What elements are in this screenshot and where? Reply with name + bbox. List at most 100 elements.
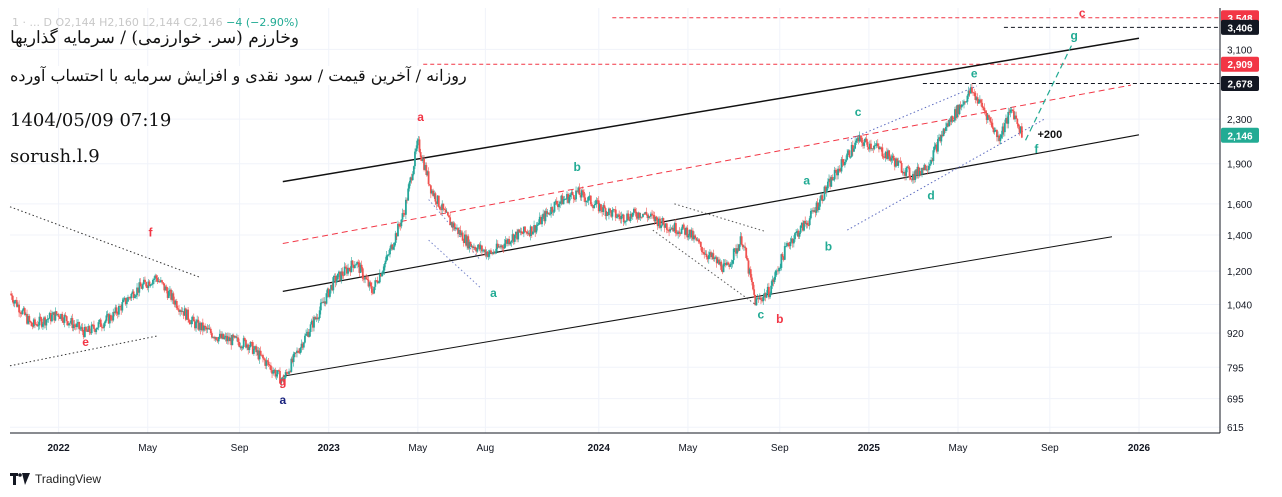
candle-body [589, 195, 592, 205]
candle-body [944, 127, 947, 131]
candle-body [594, 204, 597, 206]
candle-body [490, 250, 492, 253]
candle-body [263, 358, 265, 360]
candle-body [991, 122, 994, 128]
x-axis[interactable]: 2022 May Sep 2023 May Aug 2024 May Sep 2025 May Sep… [47, 443, 1150, 454]
candle-body [1009, 109, 1012, 113]
candle-body [982, 107, 985, 109]
candle-body [332, 277, 335, 291]
candle-body [436, 195, 439, 204]
candle-body [190, 319, 193, 325]
candle-body [871, 148, 874, 150]
candle-body [804, 220, 807, 224]
candle-body [302, 342, 305, 348]
candle-body [918, 171, 921, 175]
candle-body [416, 140, 419, 149]
candle-body [355, 264, 357, 266]
candle-body [122, 299, 125, 303]
upper-channel [282, 37, 1140, 183]
candle-body [644, 211, 647, 214]
x-tick-label: 2026 [1128, 443, 1151, 454]
candle-body [677, 231, 680, 234]
wave-label: c [855, 105, 862, 119]
candle-body [830, 177, 833, 187]
candle-body [608, 208, 610, 216]
candle-body [837, 168, 839, 176]
candle-body [370, 286, 373, 293]
candle-body [323, 301, 326, 304]
candle-body [630, 213, 633, 217]
y-axis[interactable]: 615 695 795 920 1,040 1,200 1,400 1,600 1,900 2,3… [1227, 45, 1252, 434]
candle-body [535, 225, 538, 233]
candle-body [324, 301, 327, 304]
candle-body [679, 233, 682, 234]
candle-body [1016, 118, 1019, 125]
candle-body [40, 318, 43, 327]
candle-body [277, 370, 280, 372]
candle-body [654, 216, 657, 222]
candle-body [347, 267, 349, 274]
candle-body [296, 350, 298, 354]
candle-body [905, 167, 908, 176]
candle-body [51, 314, 53, 322]
candle-body [687, 235, 690, 238]
candle-body [559, 201, 562, 204]
candle-body [703, 252, 706, 255]
candle-body [431, 190, 433, 194]
candle-body [93, 324, 95, 329]
candle-body [364, 277, 366, 280]
candle-body [994, 129, 997, 131]
candle-body [1006, 118, 1009, 124]
candle-body [570, 192, 573, 195]
candle-body [980, 99, 982, 103]
candle-body [83, 326, 86, 338]
candle-body [688, 229, 691, 236]
tradingview-logo[interactable]: TradingView [10, 472, 101, 486]
candle-body [196, 319, 199, 322]
candle-body [223, 337, 226, 339]
candle-body [952, 120, 955, 122]
candle-body [739, 236, 742, 245]
candle-body [368, 282, 371, 287]
candle-body [389, 248, 391, 255]
candle-body [394, 233, 397, 243]
candle-body [351, 260, 354, 265]
y-tick-label: 695 [1227, 395, 1244, 406]
candle-body [519, 231, 522, 233]
candle-body [524, 226, 526, 232]
wave-label: b [776, 312, 783, 326]
candle-body [611, 210, 614, 217]
candle-body [130, 293, 133, 299]
x-tick-label: 2025 [858, 443, 881, 454]
candle-body [728, 264, 731, 267]
candle-body [614, 209, 617, 218]
candle-body [206, 327, 209, 330]
candle-body [541, 216, 543, 225]
candle-body [495, 243, 498, 252]
candle-body [512, 234, 515, 242]
candle-body [224, 335, 227, 338]
price-label-bg [1221, 19, 1259, 35]
candle-body [375, 280, 378, 282]
candle-body [769, 293, 771, 298]
candle-body [485, 251, 488, 256]
candle-body [314, 317, 317, 320]
candle-body [411, 174, 414, 181]
candle-body [195, 321, 197, 329]
candle-body [603, 205, 606, 209]
candle-body [915, 170, 918, 176]
candle-body [670, 228, 673, 230]
candle-body [678, 231, 681, 234]
candle-body [470, 246, 473, 248]
candle-body [72, 324, 75, 329]
candle-body [285, 372, 288, 373]
candle-body [693, 235, 695, 240]
candle-body [516, 231, 518, 240]
candle-body [317, 318, 320, 319]
candle-body [920, 171, 922, 175]
candle-body [191, 316, 194, 320]
candle-body [468, 241, 471, 249]
candle-body [35, 324, 37, 326]
candle-body [814, 210, 817, 213]
candle-body [873, 145, 876, 149]
